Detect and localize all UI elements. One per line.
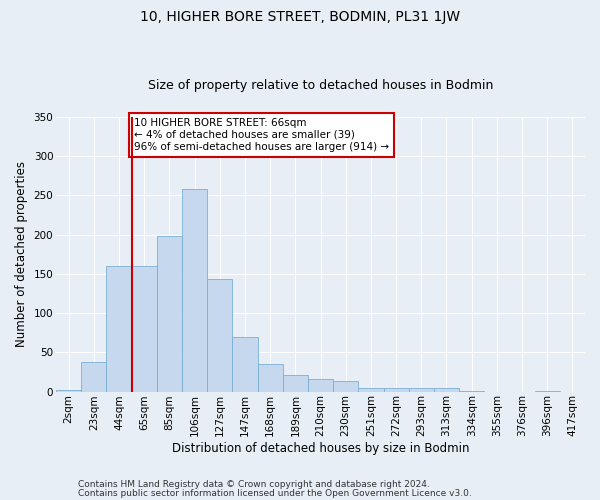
Bar	[182, 189, 207, 392]
Bar	[535, 391, 560, 392]
X-axis label: Distribution of detached houses by size in Bodmin: Distribution of detached houses by size …	[172, 442, 469, 455]
Y-axis label: Number of detached properties: Number of detached properties	[15, 161, 28, 347]
Bar	[56, 390, 81, 392]
Bar	[157, 236, 182, 392]
Bar	[131, 266, 157, 392]
Bar	[383, 388, 409, 392]
Bar	[232, 336, 257, 392]
Bar	[358, 388, 383, 392]
Bar	[283, 375, 308, 392]
Bar	[333, 382, 358, 392]
Bar	[207, 280, 232, 392]
Bar	[434, 388, 459, 392]
Text: 10, HIGHER BORE STREET, BODMIN, PL31 1JW: 10, HIGHER BORE STREET, BODMIN, PL31 1JW	[140, 10, 460, 24]
Bar	[106, 266, 131, 392]
Bar	[308, 379, 333, 392]
Text: Contains HM Land Registry data © Crown copyright and database right 2024.: Contains HM Land Registry data © Crown c…	[78, 480, 430, 489]
Bar	[257, 364, 283, 392]
Title: Size of property relative to detached houses in Bodmin: Size of property relative to detached ho…	[148, 79, 493, 92]
Text: Contains public sector information licensed under the Open Government Licence v3: Contains public sector information licen…	[78, 490, 472, 498]
Text: 10 HIGHER BORE STREET: 66sqm
← 4% of detached houses are smaller (39)
96% of sem: 10 HIGHER BORE STREET: 66sqm ← 4% of det…	[134, 118, 389, 152]
Bar	[81, 362, 106, 392]
Bar	[409, 388, 434, 392]
Bar	[459, 391, 484, 392]
